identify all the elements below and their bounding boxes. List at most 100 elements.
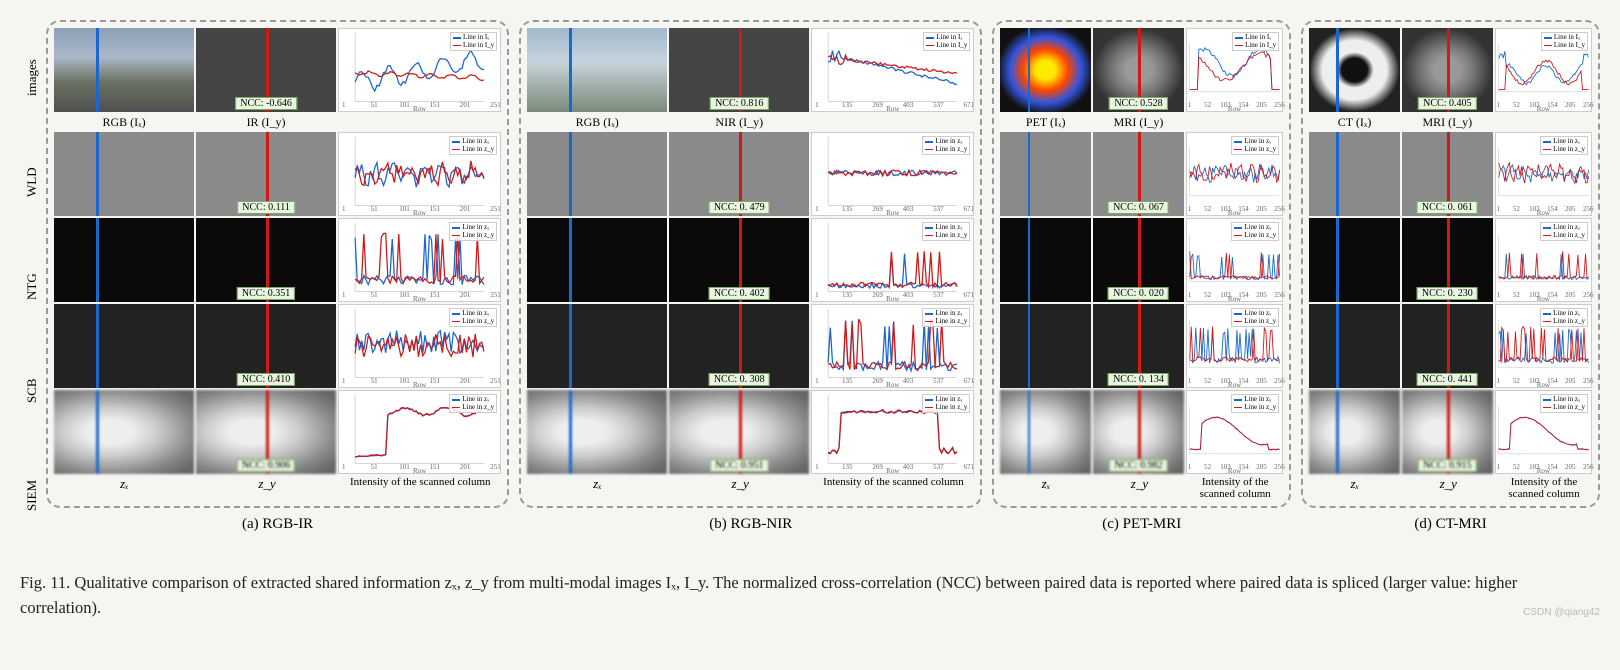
scan-line-x	[96, 28, 99, 112]
ncc-badge: NCC: 0.982	[1109, 459, 1167, 472]
scan-line-x	[1336, 390, 1339, 474]
ncc-badge: NCC: 0.405	[1418, 97, 1476, 110]
image-cell-x	[527, 390, 667, 474]
modality-label-x: RGB (Iₓ)	[527, 115, 667, 130]
bottom-labels: zₓ z_y Intensity of the scanned column	[54, 476, 501, 492]
scan-line-x	[1336, 132, 1339, 216]
panel-d: CT (Iₓ) NCC: 0.405 MRI (I_y) Line in Iₓ …	[1301, 20, 1600, 508]
chart-legend: Line in zₓ Line in z_y	[1231, 136, 1279, 155]
chart-legend: Line in zₓ Line in z_y	[1540, 394, 1588, 413]
scan-line-x	[569, 304, 572, 388]
image-cell-x	[1309, 390, 1400, 474]
image-cell-y: NCC: 0. 441	[1402, 304, 1493, 388]
figure-outer: images WLD NTG SCB SIEM RGB (Iₓ) NCC: -0…	[20, 20, 1600, 553]
image-cell-y: NCC: 0.405 MRI (I_y)	[1402, 28, 1493, 112]
ncc-badge: NCC: 0. 020	[1108, 287, 1169, 300]
label-zx: zₓ	[1000, 476, 1091, 500]
chart-legend: Line in zₓ Line in z_y	[449, 394, 497, 413]
chart-legend: Line in zₓ Line in z_y	[1540, 222, 1588, 241]
image-cell-x	[1309, 132, 1400, 216]
row-label-siem: SIEM	[20, 453, 44, 537]
intensity-chart: Line in Iₓ Line in I_y 151101151201251 R…	[338, 28, 501, 112]
image-cell-x	[1309, 304, 1400, 388]
chart-legend: Line in Iₓ Line in I_y	[450, 32, 497, 51]
scan-line-x	[569, 390, 572, 474]
chart-legend: Line in Iₓ Line in I_y	[1232, 32, 1279, 51]
scan-line-x	[1028, 304, 1031, 388]
label-zx: zₓ	[527, 476, 668, 492]
bottom-labels: zₓ z_y Intensity of the scanned column	[1309, 476, 1592, 500]
modality-label-x: PET (Iₓ)	[1000, 115, 1091, 130]
intensity-chart: Line in zₓ Line in z_y 1135269403537671 …	[811, 132, 974, 216]
image-cell-y: NCC: 0.528 MRI (I_y)	[1093, 28, 1184, 112]
panel-caption: (a) RGB-IR	[46, 516, 509, 533]
grid-row: NCC: 0. 067 Line in zₓ Line in z_y 15210…	[1000, 132, 1283, 216]
row-label-scb: SCB	[20, 349, 44, 433]
image-cell-y: NCC: 0. 020	[1093, 218, 1184, 302]
intensity-chart: Line in zₓ Line in z_y 1135269403537671 …	[811, 218, 974, 302]
panel-c: PET (Iₓ) NCC: 0.528 MRI (I_y) Line in Iₓ…	[992, 20, 1291, 508]
chart-legend: Line in zₓ Line in z_y	[1540, 136, 1588, 155]
ncc-badge: NCC: 0. 061	[1417, 201, 1478, 214]
grid-row: NCC: 0. 308 Line in zₓ Line in z_y 11352…	[527, 304, 974, 388]
figure-panels: RGB (Iₓ) NCC: -0.646 IR (I_y) Line in Iₓ…	[46, 20, 1600, 533]
label-zy: z_y	[197, 476, 338, 492]
image-cell-y: NCC: 0.816 NIR (I_y)	[669, 28, 809, 112]
grid-row: NCC: 0.410 Line in zₓ Line in z_y 151101…	[54, 304, 501, 388]
ncc-badge: NCC: 0. 308	[709, 373, 770, 386]
label-intensity: Intensity of the scanned column	[339, 476, 501, 492]
intensity-chart: Line in zₓ Line in z_y 152103154205256 R…	[1186, 304, 1283, 388]
intensity-chart: Line in zₓ Line in z_y 1135269403537671 …	[811, 390, 974, 474]
label-zy: z_y	[670, 476, 811, 492]
panel-caption: (b) RGB-NIR	[519, 516, 982, 533]
figure-caption: Fig. 11. Qualitative comparison of extra…	[20, 571, 1600, 621]
chart-legend: Line in zₓ Line in z_y	[1231, 308, 1279, 327]
image-cell-x	[1000, 218, 1091, 302]
image-cell-y: NCC: 0.351	[196, 218, 336, 302]
image-cell-x	[54, 390, 194, 474]
watermark: CSDN @qiang42	[1523, 607, 1600, 618]
modality-label-y: NIR (I_y)	[669, 115, 809, 130]
grid-row: RGB (Iₓ) NCC: 0.816 NIR (I_y) Line in Iₓ…	[527, 28, 974, 112]
scan-line-x	[1336, 304, 1339, 388]
ncc-badge: NCC: 0. 230	[1417, 287, 1478, 300]
scan-line-x	[1028, 28, 1031, 112]
ncc-badge: NCC: 0.816	[710, 97, 768, 110]
image-cell-x	[1000, 304, 1091, 388]
intensity-chart: Line in zₓ Line in z_y 152103154205256 R…	[1186, 390, 1283, 474]
chart-legend: Line in Iₓ Line in I_y	[923, 32, 970, 51]
scan-line-x	[1028, 390, 1031, 474]
image-cell-x: RGB (Iₓ)	[527, 28, 667, 112]
image-cell-x: CT (Iₓ)	[1309, 28, 1400, 112]
image-cell-x	[527, 218, 667, 302]
scan-line-x	[96, 132, 99, 216]
modality-label-y: IR (I_y)	[196, 115, 336, 130]
grid-row: CT (Iₓ) NCC: 0.405 MRI (I_y) Line in Iₓ …	[1309, 28, 1592, 112]
scan-line-x	[1028, 132, 1031, 216]
image-cell-x	[1000, 132, 1091, 216]
ncc-badge: NCC: 0. 479	[709, 201, 770, 214]
ncc-badge: NCC: 0.915	[1418, 459, 1476, 472]
row-method-labels: images WLD NTG SCB SIEM	[20, 20, 46, 553]
scan-line-x	[1336, 28, 1339, 112]
intensity-chart: Line in zₓ Line in z_y 152103154205256 R…	[1186, 218, 1283, 302]
panel-a: RGB (Iₓ) NCC: -0.646 IR (I_y) Line in Iₓ…	[46, 20, 509, 508]
intensity-chart: Line in zₓ Line in z_y 152103154205256 R…	[1495, 132, 1592, 216]
grid-row: NCC: 0. 441 Line in zₓ Line in z_y 15210…	[1309, 304, 1592, 388]
chart-legend: Line in zₓ Line in z_y	[1231, 394, 1279, 413]
grid-row: NCC: 0.951 Line in zₓ Line in z_y 113526…	[527, 390, 974, 474]
chart-legend: Line in zₓ Line in z_y	[922, 136, 970, 155]
intensity-chart: Line in zₓ Line in z_y 151101151201251 R…	[338, 132, 501, 216]
ncc-badge: NCC: 0.951	[710, 459, 768, 472]
panel-caption: (d) CT-MRI	[1301, 516, 1600, 533]
ncc-badge: NCC: 0. 134	[1108, 373, 1169, 386]
image-cell-y: NCC: 0. 308	[669, 304, 809, 388]
grid-row: NCC: 0. 134 Line in zₓ Line in z_y 15210…	[1000, 304, 1283, 388]
grid-row: RGB (Iₓ) NCC: -0.646 IR (I_y) Line in Iₓ…	[54, 28, 501, 112]
grid-row: NCC: 0. 061 Line in zₓ Line in z_y 15210…	[1309, 132, 1592, 216]
intensity-chart: Line in zₓ Line in z_y 151101151201251 R…	[338, 218, 501, 302]
ncc-badge: NCC: 0.906	[237, 459, 295, 472]
image-cell-y: NCC: 0.982	[1093, 390, 1184, 474]
chart-legend: Line in Iₓ Line in I_y	[1541, 32, 1588, 51]
chart-legend: Line in zₓ Line in z_y	[922, 394, 970, 413]
